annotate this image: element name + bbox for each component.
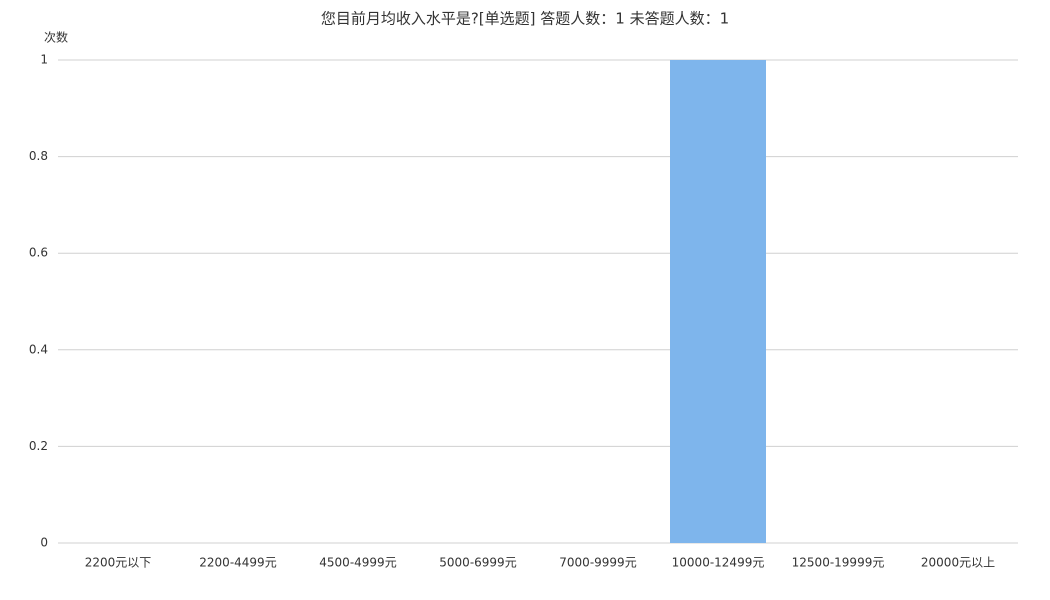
bar: [670, 60, 766, 543]
y-tick-label: 0.6: [29, 246, 48, 260]
x-tick-label: 20000元以上: [921, 556, 995, 570]
y-tick-label: 0: [40, 536, 48, 550]
x-tick-label: 2200元以下: [85, 556, 152, 570]
y-tick-label: 1: [40, 53, 48, 67]
x-tick-label: 4500-4999元: [319, 556, 396, 570]
x-tick-label: 10000-12499元: [672, 556, 765, 570]
y-tick-label: 0.8: [29, 149, 48, 163]
y-tick-label: 0.2: [29, 439, 48, 453]
x-tick-label: 5000-6999元: [439, 556, 516, 570]
x-tick-label: 2200-4499元: [199, 556, 276, 570]
y-axis-label: 次数: [44, 30, 68, 45]
x-tick-label: 7000-9999元: [559, 556, 636, 570]
chart-title: 您目前月均收入水平是?[单选题] 答题人数：1 未答题人数：1: [321, 10, 729, 28]
y-tick-label: 0.4: [29, 342, 48, 356]
x-tick-label: 12500-19999元: [792, 556, 885, 570]
